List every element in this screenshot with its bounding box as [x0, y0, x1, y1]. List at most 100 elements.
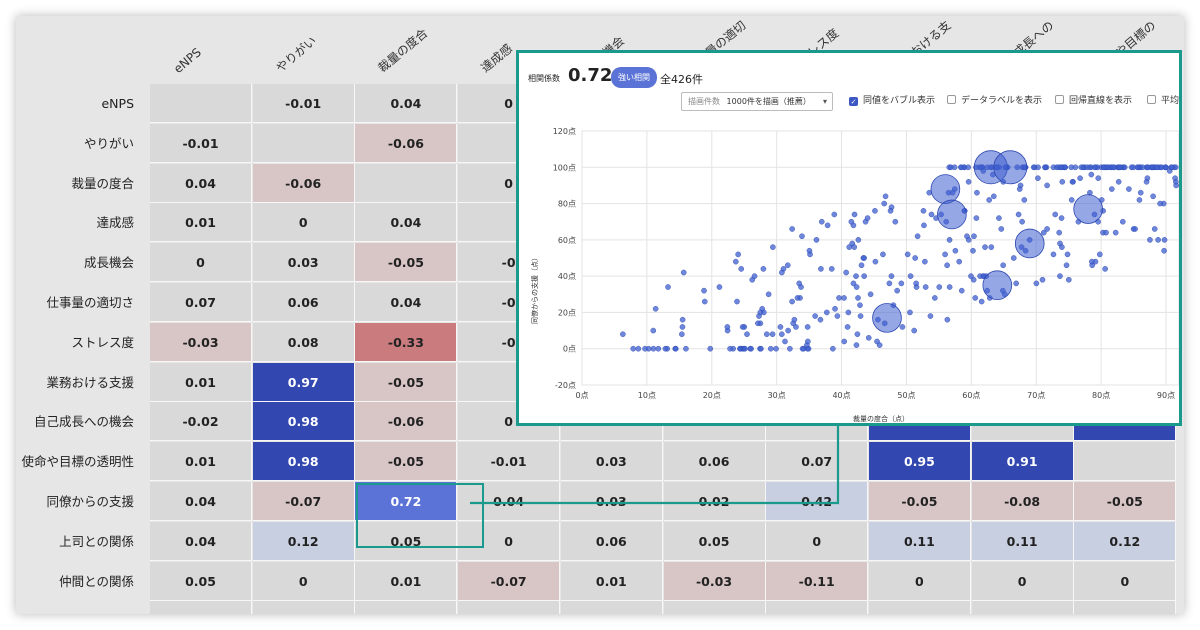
row-label: 上司との関係	[59, 533, 134, 549]
matrix-cell[interactable]: 0	[458, 521, 561, 561]
matrix-cell[interactable]: 0.04	[355, 283, 458, 322]
matrix-cell[interactable]: 0	[252, 561, 355, 601]
matrix-cell[interactable]: 0.03	[252, 243, 355, 283]
scatter-point	[1072, 164, 1079, 171]
matrix-cell[interactable]: -0.05	[355, 442, 458, 482]
matrix-cell[interactable]: -0.03	[663, 561, 766, 601]
matrix-cell[interactable]: 0.04	[458, 482, 561, 521]
matrix-cell[interactable]: 0.03	[560, 442, 663, 482]
matrix-cell[interactable]	[663, 601, 766, 614]
scatter-point	[942, 251, 948, 258]
matrix-cell[interactable]: 0.98	[252, 402, 355, 442]
matrix-cell[interactable]: 0	[971, 561, 1074, 601]
matrix-cell[interactable]: -0.11	[766, 561, 869, 601]
matrix-cell[interactable]: 0	[150, 243, 252, 283]
scatter-point	[1064, 251, 1071, 258]
matrix-cell[interactable]: 0.95	[868, 442, 971, 482]
scatter-point	[853, 273, 859, 279]
matrix-cell[interactable]: -0.07	[458, 561, 561, 601]
matrix-cell[interactable]: 0.01	[150, 203, 252, 243]
matrix-cell[interactable]: 0.05	[663, 521, 766, 561]
matrix-cell[interactable]	[355, 601, 458, 614]
matrix-cell[interactable]	[766, 601, 869, 614]
matrix-cell[interactable]: 0.07	[150, 283, 252, 322]
matrix-cell[interactable]: 0.01	[355, 561, 458, 601]
matrix-cell[interactable]: 0	[252, 203, 355, 243]
matrix-cell[interactable]: -0.01	[150, 123, 252, 163]
scatter-point	[858, 262, 865, 269]
matrix-cell[interactable]: -0.05	[868, 482, 971, 521]
matrix-cell[interactable]	[355, 163, 458, 203]
matrix-cell[interactable]: 0.08	[252, 322, 355, 362]
row-label: 同僚からの支援	[46, 494, 134, 509]
matrix-cell[interactable]	[1074, 442, 1177, 482]
matrix-cell[interactable]: -0.03	[150, 322, 252, 362]
regression-checkbox-label: 回帰直線を表示	[1069, 96, 1133, 106]
data-label-checkbox[interactable]: データラベルを表示	[947, 95, 1042, 107]
matrix-cell[interactable]: -0.05	[355, 243, 458, 283]
matrix-cell[interactable]: 0.11	[971, 521, 1074, 561]
matrix-cell[interactable]: 0	[766, 521, 869, 561]
scatter-point	[1102, 266, 1108, 272]
average-checkbox-label: 平均	[1161, 96, 1180, 106]
matrix-cell[interactable]: 0.97	[252, 362, 355, 402]
matrix-cell[interactable]	[971, 601, 1074, 614]
matrix-cell[interactable]: 0.98	[252, 442, 355, 482]
matrix-cell[interactable]: 0.05	[150, 561, 252, 601]
matrix-cell[interactable]: 0.12	[252, 521, 355, 561]
matrix-cell[interactable]: 0.04	[355, 203, 458, 243]
matrix-cell[interactable]: -0.08	[971, 482, 1074, 521]
matrix-cell[interactable]	[868, 601, 971, 614]
matrix-cell[interactable]: -0.05	[355, 362, 458, 402]
scatter-point	[813, 237, 820, 243]
matrix-cell[interactable]	[458, 601, 561, 614]
matrix-cell[interactable]: 0.01	[150, 362, 252, 402]
matrix-cell[interactable]: 0.42	[766, 482, 869, 521]
matrix-cell[interactable]: 0.03	[560, 482, 663, 521]
matrix-cell[interactable]	[252, 601, 355, 614]
matrix-cell[interactable]	[252, 123, 355, 163]
bubble-checkbox[interactable]: ✓ 同値をバブル表示	[849, 95, 935, 107]
matrix-cell[interactable]: -0.06	[355, 402, 458, 442]
matrix-cell[interactable]: -0.05	[1074, 482, 1177, 521]
matrix-cell[interactable]: -0.07	[252, 482, 355, 521]
matrix-cell[interactable]: 0.91	[971, 442, 1074, 482]
draw-count-select[interactable]: 描画件数 1000件を描画（推薦） ▾	[681, 92, 833, 111]
matrix-cell[interactable]: 0	[1074, 561, 1177, 601]
matrix-cell[interactable]	[1074, 601, 1177, 614]
scatter-point	[784, 262, 791, 269]
matrix-cell[interactable]: 0.12	[1074, 521, 1177, 561]
matrix-cell[interactable]: 0.06	[663, 442, 766, 482]
matrix-cell[interactable]: 0.04	[355, 84, 458, 123]
scatter-point	[1015, 211, 1022, 218]
scatter-point	[936, 284, 943, 290]
matrix-cell[interactable]	[560, 601, 663, 614]
average-checkbox[interactable]: 平均	[1147, 95, 1179, 107]
matrix-cell[interactable]: 0.04	[150, 163, 252, 203]
x-tick-label: 70点	[1027, 391, 1045, 400]
matrix-cell[interactable]: 0	[868, 561, 971, 601]
matrix-cell[interactable]: -0.01	[252, 84, 355, 123]
matrix-cell[interactable]: 0.11	[868, 521, 971, 561]
matrix-cell[interactable]: 0.04	[150, 521, 252, 561]
matrix-cell[interactable]: 0.06	[252, 283, 355, 322]
matrix-cell[interactable]: 0.01	[560, 561, 663, 601]
matrix-cell[interactable]: 0.02	[663, 482, 766, 521]
matrix-cell[interactable]: 0.05	[355, 521, 458, 561]
regression-checkbox[interactable]: 回帰直線を表示	[1055, 95, 1132, 107]
scatter-point	[853, 284, 860, 290]
matrix-cell[interactable]: -0.06	[252, 163, 355, 203]
matrix-cell[interactable]: 0.72	[355, 482, 458, 521]
matrix-cell[interactable]: 0.01	[150, 442, 252, 482]
matrix-cell[interactable]: -0.33	[355, 322, 458, 362]
matrix-cell[interactable]: -0.06	[355, 123, 458, 163]
matrix-cell[interactable]: -0.02	[150, 402, 252, 442]
scatter-point	[807, 251, 813, 258]
matrix-cell[interactable]: 0.06	[560, 521, 663, 561]
matrix-cell[interactable]	[150, 84, 252, 123]
scatter-point	[1173, 182, 1179, 189]
matrix-cell[interactable]	[150, 601, 252, 614]
matrix-cell[interactable]: 0.07	[766, 442, 869, 482]
matrix-cell[interactable]: -0.01	[458, 442, 561, 482]
matrix-cell[interactable]: 0.04	[150, 482, 252, 521]
